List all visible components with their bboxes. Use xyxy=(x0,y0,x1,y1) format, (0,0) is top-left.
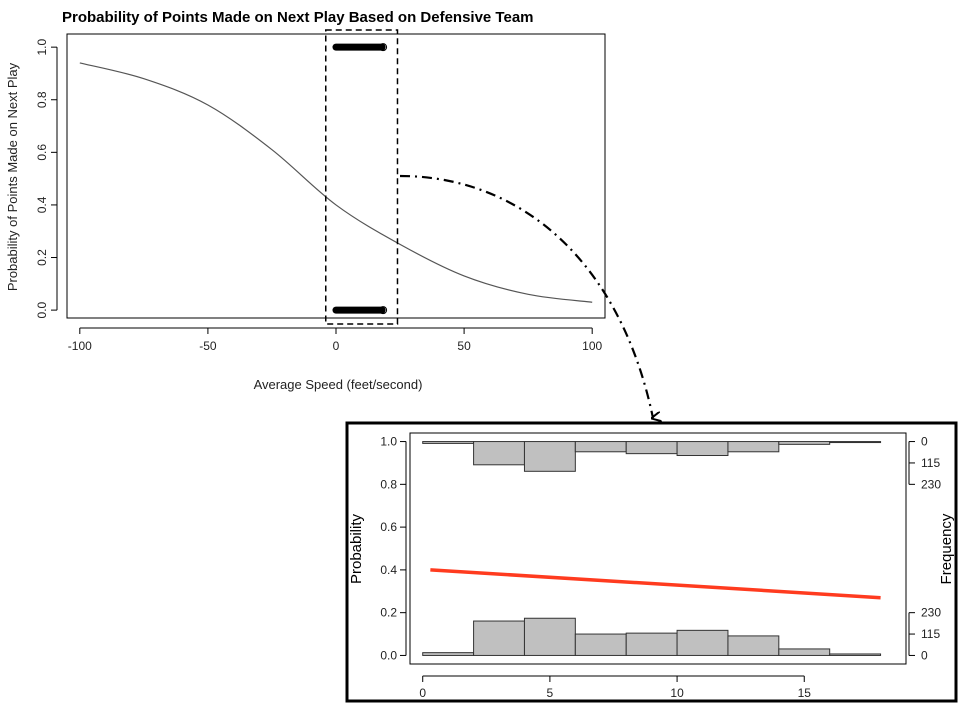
histogram-bar-bottom xyxy=(829,653,882,656)
inset-plot-frame xyxy=(409,432,907,665)
frequency-tick-label-top: 0 xyxy=(921,435,928,449)
inset-y2-axis-label: Frequency xyxy=(938,513,955,584)
x-axis-label: Average Speed (feet/second) xyxy=(254,377,423,392)
frequency-tick-label-top: 230 xyxy=(921,477,941,491)
frequency-tick-label-bottom: 230 xyxy=(921,606,941,620)
x-tick-label: 0 xyxy=(333,339,340,353)
y-axis: 0.0 0.2 0.4 0.6 0.8 1.0 xyxy=(35,38,58,318)
histogram-bar-bottom xyxy=(676,629,729,656)
inset-y-tick-label: 0.4 xyxy=(380,563,397,577)
histogram-bar-bottom xyxy=(523,617,576,656)
frequency-tick-label-top: 115 xyxy=(921,456,940,470)
inset-y-axis: 0.0 0.2 0.4 0.6 0.8 1.0 xyxy=(380,435,407,662)
histogram-bar-top xyxy=(473,441,525,466)
y-tick-label: 0.0 xyxy=(35,301,49,318)
inset-border xyxy=(345,421,958,703)
logistic-curve xyxy=(79,62,593,303)
histogram-bottom xyxy=(422,617,882,656)
histogram-bar-bottom xyxy=(625,632,678,656)
x-tick-label: 100 xyxy=(582,339,602,353)
histogram-bar-top xyxy=(727,441,780,453)
zoom-connector-arrow xyxy=(399,174,653,418)
histogram-bar-top xyxy=(829,441,882,444)
inset-x-tick-label: 10 xyxy=(670,686,684,700)
y-tick-label: 0.8 xyxy=(35,91,49,108)
histogram-bar-top xyxy=(523,441,576,472)
y-tick-label: 0.4 xyxy=(35,196,49,213)
inset-y-axis-label: Probability xyxy=(348,513,365,584)
inset-y-tick-label: 0.6 xyxy=(380,520,397,534)
inset-y2-axis: 0 115 230 230 115 0 xyxy=(908,435,941,662)
histogram-bar-top xyxy=(676,441,729,457)
histogram-bar-top xyxy=(422,441,475,444)
histogram-bar-bottom xyxy=(422,652,475,656)
fit-line xyxy=(430,568,881,600)
x-tick-label: -100 xyxy=(68,339,92,353)
observation-point xyxy=(379,306,388,315)
observation-point xyxy=(379,43,388,52)
inset-y-tick-label: 0.2 xyxy=(380,606,397,620)
histogram-top xyxy=(422,441,882,472)
y-tick-label: 1.0 xyxy=(35,38,49,55)
histogram-bar-top xyxy=(574,441,627,453)
x-tick-label: -50 xyxy=(199,339,217,353)
histogram-bar-top xyxy=(625,441,678,455)
highlight-region xyxy=(325,29,399,325)
histogram-bar-bottom xyxy=(574,633,627,656)
frequency-tick-label-bottom: 0 xyxy=(921,648,928,662)
x-tick-label: 50 xyxy=(457,339,471,353)
histogram-bar-bottom xyxy=(778,648,831,656)
observations xyxy=(332,43,388,315)
inset-y-tick-label: 1.0 xyxy=(380,435,397,449)
inset-x-tick-label: 15 xyxy=(798,686,812,700)
y-tick-label: 0.2 xyxy=(35,249,49,266)
histogram-bar-bottom xyxy=(727,635,780,656)
y-tick-label: 0.6 xyxy=(35,144,49,161)
histogram-bar-top xyxy=(778,441,831,445)
inset-y-tick-label: 0.8 xyxy=(380,477,397,491)
inset-chart: 0 5 10 15 0.00.20.40.60.81.0 01152302301150… xyxy=(345,421,958,703)
main-chart: Probability of Points Made on Next Play … xyxy=(5,9,606,392)
x-axis: -100 -50 0 50 100 xyxy=(68,327,603,353)
inset-x-axis: 0 5 10 15 xyxy=(419,675,812,700)
inset-y-tick-label: 0.0 xyxy=(380,648,397,662)
plot-frame xyxy=(66,33,606,319)
y-axis-label: Probability of Points Made on Next Play xyxy=(5,62,20,291)
frequency-tick-label-bottom: 115 xyxy=(921,627,940,641)
inset-x-tick-label: 5 xyxy=(547,686,554,700)
histogram-bar-bottom xyxy=(473,620,525,656)
chart-title: Probability of Points Made on Next Play … xyxy=(62,9,534,26)
inset-x-tick-label: 0 xyxy=(419,686,426,700)
